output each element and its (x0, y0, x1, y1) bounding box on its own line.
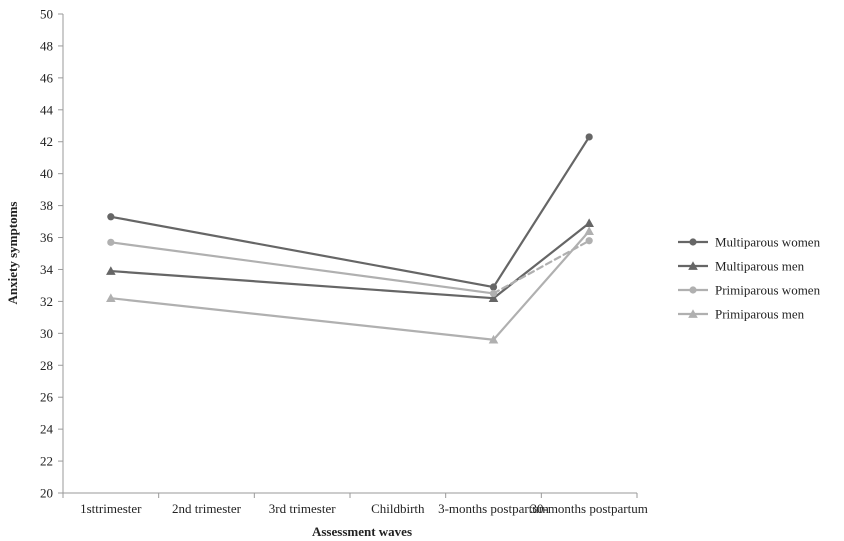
x-axis-title: Assessment waves (312, 524, 412, 539)
legend-item: Primiparous women (678, 283, 821, 298)
y-tick-label: 44 (40, 102, 54, 117)
x-tick-label: 30-months postpartum (530, 501, 647, 516)
y-tick-label: 34 (40, 262, 54, 277)
y-axis-title: Anxiety symptoms (5, 202, 20, 305)
y-tick-label: 32 (40, 294, 53, 309)
legend: Multiparous women Multiparous men Primipar… (678, 235, 821, 322)
y-tick-label: 30 (40, 326, 53, 341)
series-line-segment (492, 230, 591, 341)
y-axis: 20 22 24 26 28 30 32 34 36 38 40 42 44 46 48 50 (40, 7, 64, 501)
y-tick-label: 26 (40, 390, 54, 405)
data-point (489, 283, 498, 291)
data-point (585, 237, 593, 245)
legend-item: Multiparous men (678, 259, 805, 274)
series-line-segment (492, 222, 591, 300)
x-tick-label: 1sttrimester (80, 501, 142, 516)
y-tick-label: 48 (40, 38, 53, 53)
y-tick-label: 38 (40, 198, 53, 213)
series-line-segment (492, 135, 591, 289)
legend-marker (688, 261, 698, 270)
legend-marker (689, 286, 697, 294)
x-tick-label: Childbirth (371, 501, 425, 516)
series-primiparous-men (106, 226, 594, 344)
legend-label: Primiparous men (715, 307, 805, 322)
y-tick-label: 42 (40, 134, 53, 149)
legend-marker (689, 238, 697, 246)
x-tick-label: 3-months postpartum (438, 501, 549, 516)
data-point (584, 218, 594, 228)
y-tick-label: 22 (40, 454, 53, 469)
data-point (489, 289, 498, 298)
series-line-segment (109, 215, 495, 289)
series-multiparous-men (106, 218, 594, 303)
series (106, 133, 594, 344)
y-tick-label: 40 (40, 166, 53, 181)
legend-label: Multiparous men (715, 259, 805, 274)
y-tick-label: 24 (40, 422, 54, 437)
series-line-segment (109, 297, 495, 341)
y-tick-label: 28 (40, 358, 53, 373)
x-tick-label: 2nd trimester (172, 501, 242, 516)
data-point (585, 133, 593, 141)
y-tick-label: 20 (40, 486, 53, 501)
series-line-segment (109, 241, 495, 295)
y-tick-label: 36 (40, 230, 54, 245)
data-point (106, 293, 116, 303)
data-point (488, 334, 499, 344)
y-tick-label: 50 (40, 7, 53, 22)
data-point (106, 266, 116, 275)
series-line-segment (109, 269, 495, 300)
data-point (107, 213, 115, 221)
data-point (584, 226, 594, 235)
data-point (488, 293, 499, 303)
legend-item: Multiparous women (678, 235, 821, 250)
legend-label: Multiparous women (715, 235, 821, 250)
legend-marker (688, 309, 698, 318)
y-tick-label: 46 (40, 70, 54, 85)
series-multiparous-women (107, 133, 593, 291)
data-point (107, 238, 115, 246)
x-tick-label: 3rd trimester (269, 501, 336, 516)
legend-item: Primiparous men (678, 307, 805, 322)
x-axis: 1sttrimester 2nd trimester 3rd trimester Ch… (62, 492, 648, 516)
legend-label: Primiparous women (715, 283, 821, 298)
